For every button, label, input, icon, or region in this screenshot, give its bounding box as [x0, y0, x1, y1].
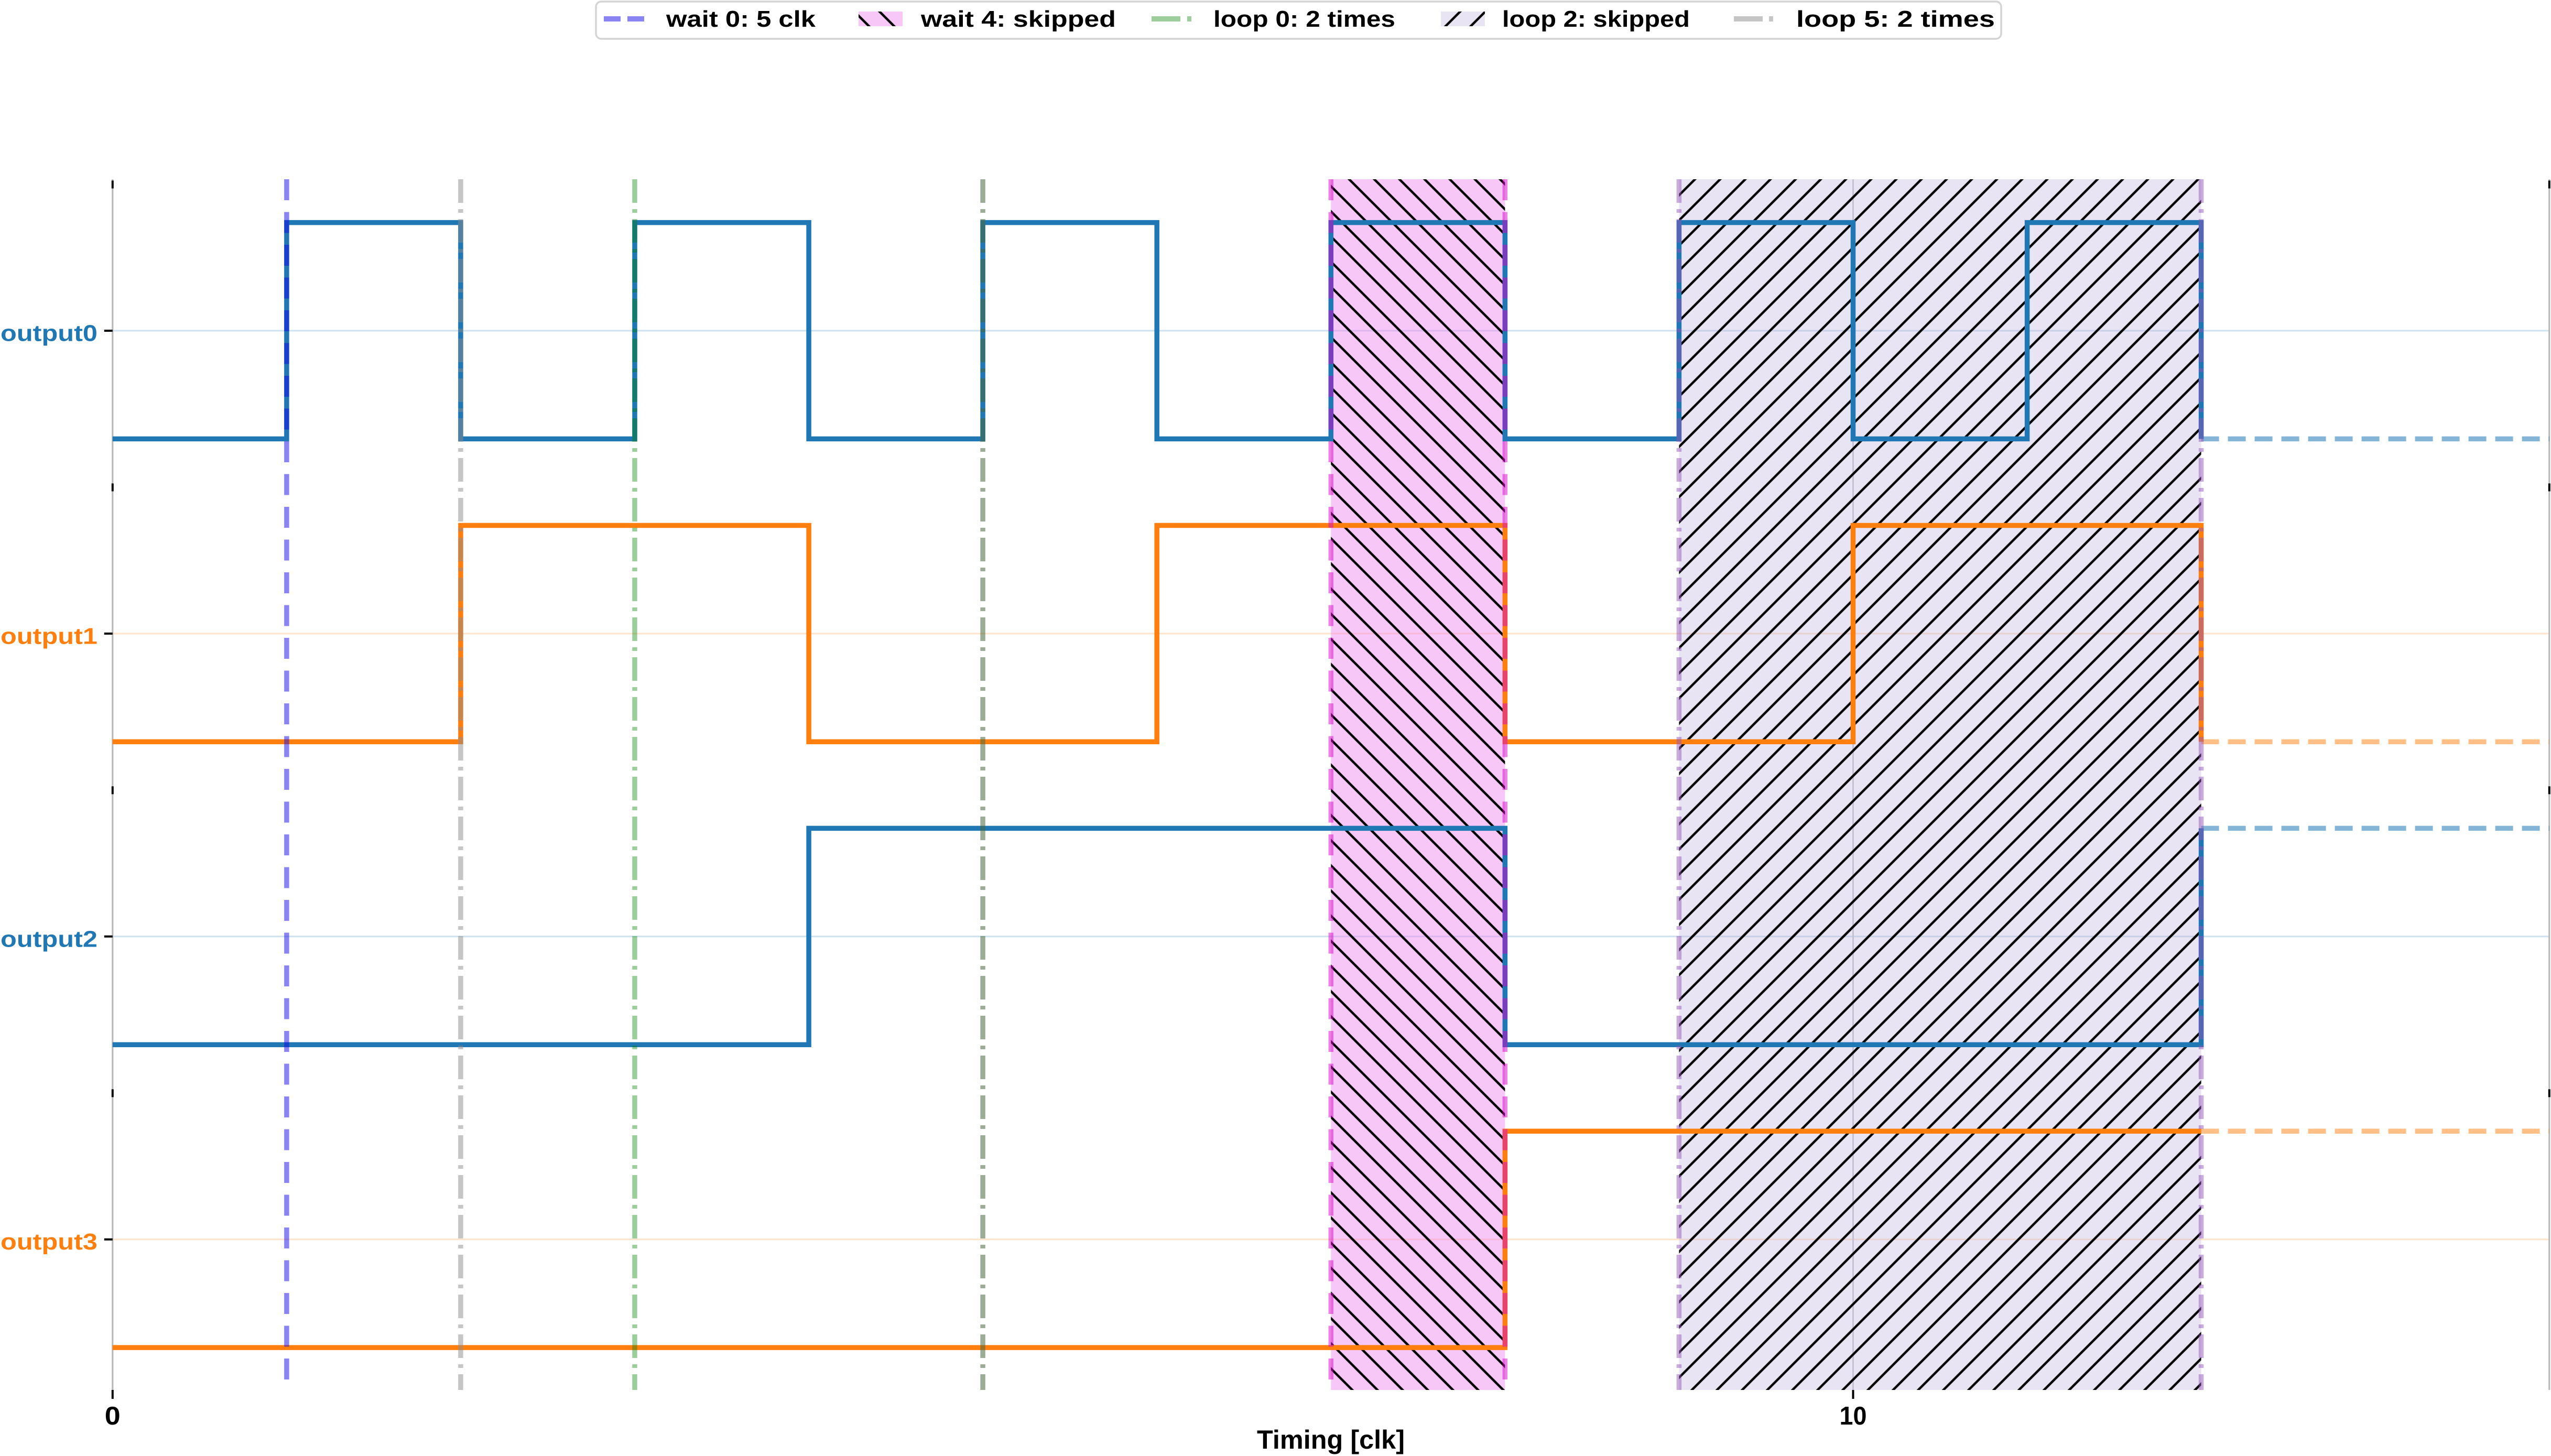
svg-text:0: 0: [105, 1401, 121, 1430]
svg-text:loop 2: skipped: loop 2: skipped: [1502, 6, 1690, 32]
svg-text:output2: output2: [1, 926, 97, 952]
svg-text:loop 0: 2 times: loop 0: 2 times: [1213, 6, 1395, 32]
svg-text:10: 10: [1840, 1401, 1867, 1430]
svg-text:output1: output1: [1, 623, 97, 649]
svg-text:output0: output0: [1, 321, 97, 346]
svg-text:wait 4: skipped: wait 4: skipped: [920, 6, 1116, 32]
svg-text:output3: output3: [1, 1229, 97, 1255]
svg-text:Timing [clk]: Timing [clk]: [1257, 1425, 1405, 1454]
svg-text:loop 5: 2 times: loop 5: 2 times: [1796, 6, 1995, 32]
svg-text:wait 0: 5 clk: wait 0: 5 clk: [666, 6, 816, 32]
